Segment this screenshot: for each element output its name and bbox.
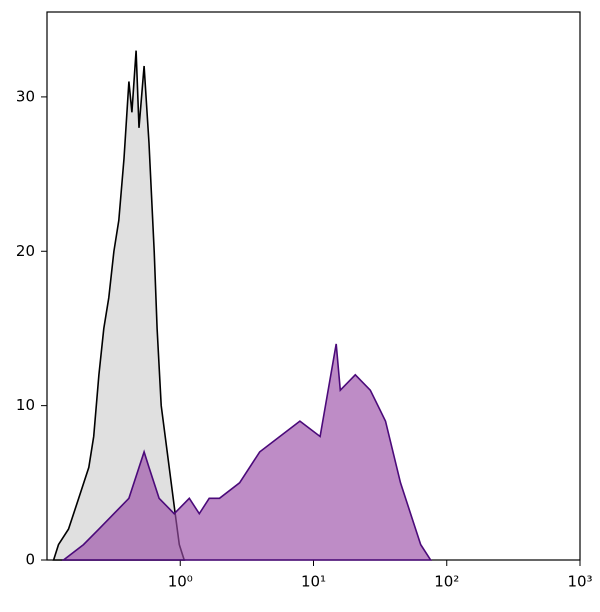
y-tick-label: 20	[16, 242, 35, 260]
x-tick-label: 10⁰	[168, 573, 193, 591]
y-tick-label: 0	[25, 551, 35, 569]
y-tick-label: 10	[16, 396, 35, 414]
x-tick-label: 10¹	[301, 573, 326, 591]
x-tick-label: 10²	[434, 573, 459, 591]
x-tick-label: 10³	[567, 573, 592, 591]
histogram-area	[52, 50, 186, 561]
histogram-area	[61, 343, 433, 561]
y-tick-label: 30	[16, 87, 35, 105]
